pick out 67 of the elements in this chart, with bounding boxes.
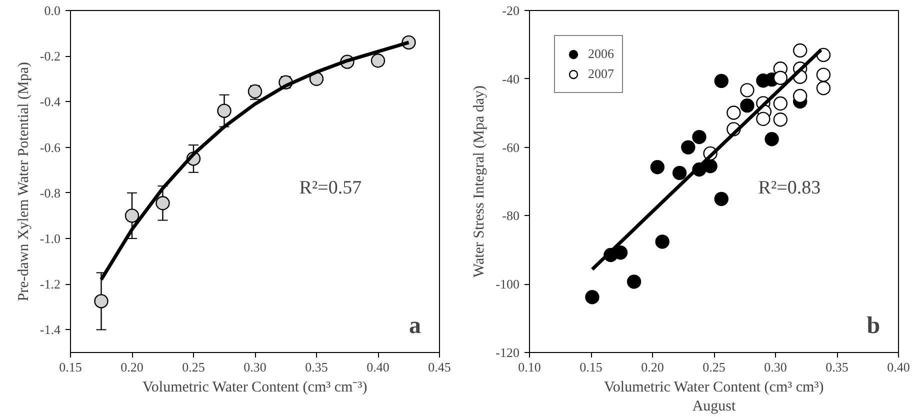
x-tick-label: 0.30 bbox=[244, 360, 266, 374]
annotation: R²=0.83 bbox=[758, 178, 821, 199]
x-tick-label: 0.40 bbox=[366, 360, 390, 374]
x-tick-label: 0.15 bbox=[59, 360, 82, 374]
x-tick-label: 0.20 bbox=[641, 360, 664, 374]
x-axis-title: Volumetric Water Content (cm³ cm⁻³) bbox=[142, 380, 368, 396]
point bbox=[726, 106, 741, 120]
x-tick-label: 0.45 bbox=[428, 360, 451, 374]
point bbox=[703, 159, 718, 174]
y-tick-label: -40 bbox=[502, 71, 520, 86]
point bbox=[740, 83, 754, 98]
y-tick-label: -80 bbox=[502, 208, 520, 224]
y-tick-label: -0.6 bbox=[40, 140, 61, 155]
point bbox=[773, 112, 788, 127]
annotation: b bbox=[866, 312, 880, 339]
x-tick-label: 0.25 bbox=[182, 360, 205, 374]
point bbox=[370, 54, 386, 68]
x-tick-label: 0.40 bbox=[887, 360, 910, 374]
y-tick-label: -60 bbox=[502, 140, 520, 155]
y-tick-label: -0.2 bbox=[40, 48, 61, 64]
point bbox=[655, 234, 670, 249]
point bbox=[585, 290, 600, 304]
y-tick-label: -100 bbox=[496, 276, 520, 292]
point bbox=[793, 43, 808, 58]
y-tick-label: -120 bbox=[496, 345, 520, 360]
legend-label: 2007 bbox=[588, 66, 614, 82]
point bbox=[156, 196, 170, 210]
point bbox=[692, 130, 706, 144]
point bbox=[626, 274, 642, 289]
point bbox=[740, 98, 754, 113]
y-tick-label: -0.4 bbox=[40, 94, 61, 110]
y-tick-label: -1.2 bbox=[40, 276, 61, 292]
point bbox=[309, 72, 324, 86]
annotation: R²=0.57 bbox=[299, 178, 362, 199]
y-tick-label: -0.8 bbox=[40, 185, 61, 200]
y-tick-label: 0.0 bbox=[44, 3, 60, 18]
y-axis-title: Water Stress Integral (Mpa day) bbox=[472, 85, 488, 278]
x-tick-label: 0.15 bbox=[580, 360, 602, 374]
point bbox=[773, 70, 788, 85]
point bbox=[764, 132, 779, 146]
point bbox=[672, 166, 687, 180]
point bbox=[714, 192, 728, 206]
y-tick-label: -1.0 bbox=[40, 231, 61, 246]
point bbox=[714, 74, 728, 88]
annotation: a bbox=[409, 312, 422, 339]
point bbox=[816, 81, 831, 96]
legend-label: 2006 bbox=[588, 46, 614, 62]
point bbox=[217, 104, 232, 118]
x-tick-label: 0.30 bbox=[764, 360, 787, 374]
x-tick-label: 0.25 bbox=[702, 360, 726, 374]
point bbox=[650, 160, 665, 174]
point bbox=[756, 112, 770, 126]
y-tick-label: -1.4 bbox=[40, 322, 61, 338]
point bbox=[681, 140, 696, 154]
y-tick-label: -20 bbox=[502, 3, 520, 18]
x-tick-label: 0.35 bbox=[305, 360, 328, 374]
x-tick-label: 0.35 bbox=[826, 360, 848, 374]
point bbox=[613, 246, 628, 260]
point bbox=[816, 68, 831, 82]
point bbox=[94, 294, 108, 308]
x-tick-label: 0.20 bbox=[120, 360, 144, 374]
point bbox=[124, 208, 140, 223]
x-axis-title: Volumetric Water Content (cm³ cm³) August bbox=[604, 380, 824, 415]
x-tick-label: 0.10 bbox=[518, 360, 541, 374]
point bbox=[773, 96, 788, 111]
point bbox=[793, 88, 808, 104]
y-axis-title: Pre-dawn Xylem Water Potential (Mpa) bbox=[16, 62, 32, 302]
